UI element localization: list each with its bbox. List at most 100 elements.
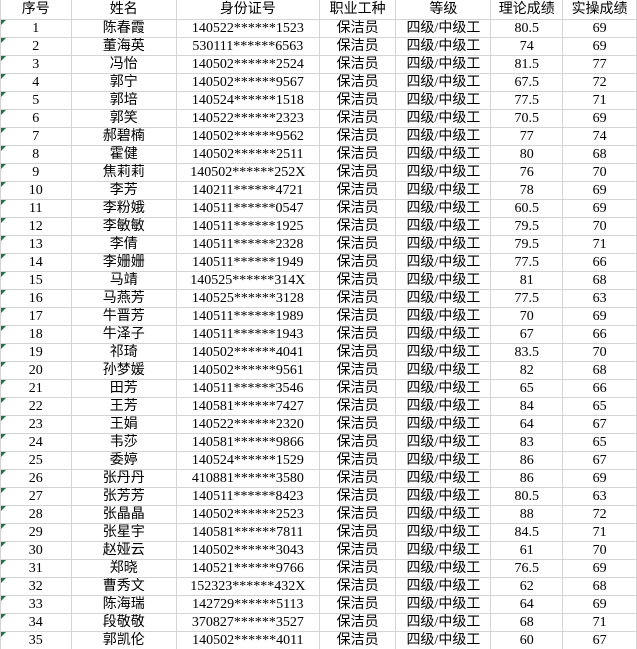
cell-theory_score[interactable]: 77.5: [490, 91, 564, 110]
cell-id_number[interactable]: 140511******1943: [175, 325, 320, 344]
cell-index[interactable]: 34: [0, 613, 72, 632]
cell-occupation[interactable]: 保洁员: [318, 127, 397, 146]
cell-name[interactable]: 李敏敏: [70, 217, 177, 236]
cell-practical_score[interactable]: 69: [562, 181, 637, 200]
cell-practical_score[interactable]: 70: [562, 343, 637, 362]
cell-id_number[interactable]: 140502******252X: [175, 163, 320, 182]
cell-index[interactable]: 13: [0, 235, 72, 254]
cell-index[interactable]: 28: [0, 505, 72, 524]
cell-occupation[interactable]: 保洁员: [318, 361, 397, 380]
cell-index[interactable]: 21: [0, 379, 72, 398]
cell-id_number[interactable]: 530111******6563: [175, 37, 320, 56]
column-header-id_number[interactable]: 身份证号: [175, 0, 320, 20]
column-header-level[interactable]: 等级: [395, 0, 492, 20]
cell-id_number[interactable]: 140524******1518: [175, 91, 320, 110]
cell-level[interactable]: 四级/中级工: [395, 361, 492, 380]
cell-level[interactable]: 四级/中级工: [395, 415, 492, 434]
cell-level[interactable]: 四级/中级工: [395, 55, 492, 74]
cell-level[interactable]: 四级/中级工: [395, 631, 492, 649]
cell-theory_score[interactable]: 67: [490, 325, 564, 344]
cell-id_number[interactable]: 140502******2524: [175, 55, 320, 74]
cell-id_number[interactable]: 140502******9561: [175, 361, 320, 380]
cell-name[interactable]: 田芳: [70, 379, 177, 398]
cell-id_number[interactable]: 140525******3128: [175, 289, 320, 308]
cell-index[interactable]: 16: [0, 289, 72, 308]
cell-name[interactable]: 王芳: [70, 397, 177, 416]
cell-index[interactable]: 24: [0, 433, 72, 452]
cell-practical_score[interactable]: 70: [562, 163, 637, 182]
cell-index[interactable]: 27: [0, 487, 72, 506]
column-header-occupation[interactable]: 职业工种: [318, 0, 397, 20]
cell-practical_score[interactable]: 66: [562, 325, 637, 344]
cell-id_number[interactable]: 140521******9766: [175, 559, 320, 578]
cell-theory_score[interactable]: 86: [490, 469, 564, 488]
cell-index[interactable]: 6: [0, 109, 72, 128]
cell-name[interactable]: 张丹丹: [70, 469, 177, 488]
cell-name[interactable]: 牛晋芳: [70, 307, 177, 326]
cell-occupation[interactable]: 保洁员: [318, 451, 397, 470]
cell-occupation[interactable]: 保洁员: [318, 163, 397, 182]
cell-occupation[interactable]: 保洁员: [318, 307, 397, 326]
cell-practical_score[interactable]: 68: [562, 271, 637, 290]
cell-occupation[interactable]: 保洁员: [318, 541, 397, 560]
cell-name[interactable]: 段敬敬: [70, 613, 177, 632]
cell-index[interactable]: 35: [0, 631, 72, 649]
cell-name[interactable]: 郭凯伦: [70, 631, 177, 649]
cell-level[interactable]: 四级/中级工: [395, 343, 492, 362]
cell-id_number[interactable]: 140511******1989: [175, 307, 320, 326]
cell-theory_score[interactable]: 70: [490, 307, 564, 326]
column-header-practical_score[interactable]: 实操成绩: [562, 0, 637, 20]
cell-id_number[interactable]: 140581******7811: [175, 523, 320, 542]
cell-practical_score[interactable]: 67: [562, 415, 637, 434]
cell-index[interactable]: 23: [0, 415, 72, 434]
cell-id_number[interactable]: 140502******4011: [175, 631, 320, 649]
cell-occupation[interactable]: 保洁员: [318, 235, 397, 254]
cell-theory_score[interactable]: 76: [490, 163, 564, 182]
cell-theory_score[interactable]: 79.5: [490, 235, 564, 254]
cell-practical_score[interactable]: 69: [562, 559, 637, 578]
cell-theory_score[interactable]: 81.5: [490, 55, 564, 74]
cell-theory_score[interactable]: 82: [490, 361, 564, 380]
cell-id_number[interactable]: 140522******2320: [175, 415, 320, 434]
cell-level[interactable]: 四级/中级工: [395, 181, 492, 200]
cell-occupation[interactable]: 保洁员: [318, 559, 397, 578]
cell-index[interactable]: 4: [0, 73, 72, 92]
cell-index[interactable]: 26: [0, 469, 72, 488]
cell-theory_score[interactable]: 83: [490, 433, 564, 452]
cell-occupation[interactable]: 保洁员: [318, 487, 397, 506]
cell-name[interactable]: 张晶晶: [70, 505, 177, 524]
cell-index[interactable]: 22: [0, 397, 72, 416]
cell-practical_score[interactable]: 77: [562, 55, 637, 74]
cell-id_number[interactable]: 410881******3580: [175, 469, 320, 488]
cell-level[interactable]: 四级/中级工: [395, 595, 492, 614]
cell-level[interactable]: 四级/中级工: [395, 145, 492, 164]
cell-level[interactable]: 四级/中级工: [395, 433, 492, 452]
cell-occupation[interactable]: 保洁员: [318, 181, 397, 200]
cell-name[interactable]: 王娟: [70, 415, 177, 434]
cell-name[interactable]: 李姗姗: [70, 253, 177, 272]
cell-practical_score[interactable]: 66: [562, 253, 637, 272]
cell-theory_score[interactable]: 77.5: [490, 253, 564, 272]
cell-index[interactable]: 19: [0, 343, 72, 362]
cell-name[interactable]: 焦莉莉: [70, 163, 177, 182]
cell-occupation[interactable]: 保洁员: [318, 289, 397, 308]
cell-index[interactable]: 5: [0, 91, 72, 110]
cell-occupation[interactable]: 保洁员: [318, 325, 397, 344]
cell-name[interactable]: 郑晓: [70, 559, 177, 578]
cell-id_number[interactable]: 140511******2328: [175, 235, 320, 254]
cell-practical_score[interactable]: 63: [562, 487, 637, 506]
cell-name[interactable]: 马燕芳: [70, 289, 177, 308]
cell-id_number[interactable]: 140581******7427: [175, 397, 320, 416]
cell-occupation[interactable]: 保洁员: [318, 379, 397, 398]
cell-name[interactable]: 李倩: [70, 235, 177, 254]
cell-level[interactable]: 四级/中级工: [395, 289, 492, 308]
cell-name[interactable]: 韦莎: [70, 433, 177, 452]
cell-index[interactable]: 33: [0, 595, 72, 614]
cell-theory_score[interactable]: 70.5: [490, 109, 564, 128]
cell-name[interactable]: 郝碧楠: [70, 127, 177, 146]
cell-level[interactable]: 四级/中级工: [395, 37, 492, 56]
cell-occupation[interactable]: 保洁员: [318, 523, 397, 542]
cell-level[interactable]: 四级/中级工: [395, 577, 492, 596]
cell-index[interactable]: 17: [0, 307, 72, 326]
cell-level[interactable]: 四级/中级工: [395, 199, 492, 218]
